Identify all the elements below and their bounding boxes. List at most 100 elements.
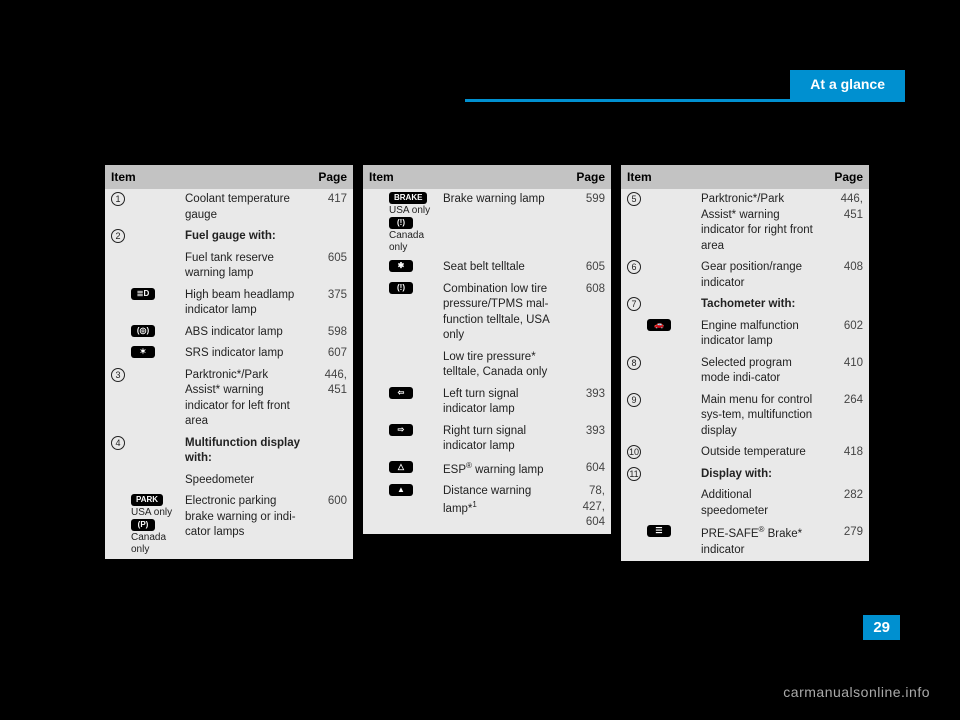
reference-table: ItemPage5Parktronic*/Park Assist* warnin… xyxy=(621,165,869,561)
row-number: 5 xyxy=(621,189,643,257)
row-symbol: ✱ xyxy=(385,257,441,279)
reference-table: ItemPageBRAKEUSA only(!)Canada onlyBrake… xyxy=(363,165,611,534)
row-number xyxy=(105,491,127,559)
row-description: Distance warning lamp*1 xyxy=(441,481,569,534)
table-row: ✱Seat belt telltale605 xyxy=(363,257,611,279)
symbol-icon: BRAKE xyxy=(389,192,427,204)
table-row: 11 Display with: xyxy=(621,464,869,486)
row-symbol xyxy=(643,294,699,316)
symbol-icon: PARK xyxy=(131,494,163,506)
row-page: 417 xyxy=(311,189,353,226)
row-symbol: ⇦ xyxy=(385,384,441,421)
row-number: 9 xyxy=(621,390,643,443)
symbol-icon: (◎) xyxy=(131,325,155,337)
row-number xyxy=(363,458,385,481)
row-page: 264 xyxy=(827,390,869,443)
tab-underline xyxy=(465,99,905,102)
row-symbol xyxy=(127,189,183,226)
table-row: 8 Selected program mode indi-cator410 xyxy=(621,353,869,390)
row-page: 605 xyxy=(569,257,611,279)
row-number xyxy=(363,481,385,534)
row-number xyxy=(363,384,385,421)
row-symbol: 🚗 xyxy=(643,316,699,353)
row-page: 78, 427, 604 xyxy=(569,481,611,534)
row-number xyxy=(105,470,127,492)
row-number xyxy=(105,322,127,344)
row-description: Additional speedometer xyxy=(699,485,827,522)
row-number xyxy=(363,279,385,347)
table-row: 2Fuel gauge with: xyxy=(105,226,353,248)
table-row: (!)Combination low tire pressure/TPMS ma… xyxy=(363,279,611,347)
row-description: Low tire pressure* telltale, Canada only xyxy=(441,347,569,384)
row-number: 7 xyxy=(621,294,643,316)
table-row: Fuel tank reserve warning lamp605 xyxy=(105,248,353,285)
row-symbol xyxy=(643,257,699,294)
row-description: Left turn signal indicator lamp xyxy=(441,384,569,421)
row-symbol xyxy=(127,248,183,285)
row-description: Display with: xyxy=(699,464,827,486)
row-number xyxy=(621,316,643,353)
row-page: 446, 451 xyxy=(827,189,869,257)
table-row: 9 Main menu for control sys-tem, multifun… xyxy=(621,390,869,443)
row-description: High beam headlamp indicator lamp xyxy=(183,285,311,322)
row-number: 8 xyxy=(621,353,643,390)
row-description: Selected program mode indi-cator xyxy=(699,353,827,390)
row-number: 3 xyxy=(105,365,127,433)
table-row: 4Multifunction display with: xyxy=(105,433,353,470)
row-description: ESP® warning lamp xyxy=(441,458,569,481)
table-row: Speedometer xyxy=(105,470,353,492)
symbol-icon: ✶ xyxy=(131,346,155,358)
row-number: 11 xyxy=(621,464,643,486)
row-page: 393 xyxy=(569,421,611,458)
row-page: 599 xyxy=(569,189,611,257)
row-page xyxy=(311,433,353,470)
reference-table: ItemPage1Coolant temperature gauge4172Fu… xyxy=(105,165,353,559)
row-symbol: (◎) xyxy=(127,322,183,344)
symbol-icon: ≣D xyxy=(131,288,155,300)
symbol-icon: ☰ xyxy=(647,525,671,537)
row-number xyxy=(105,285,127,322)
row-description: Outside temperature xyxy=(699,442,827,464)
row-description: Speedometer xyxy=(183,470,311,492)
row-symbol: ⇨ xyxy=(385,421,441,458)
row-page: 410 xyxy=(827,353,869,390)
row-description: PRE-SAFE® Brake* indicator xyxy=(699,522,827,561)
row-number: 10 xyxy=(621,442,643,464)
table-row: PARKUSA only(P)Canada onlyElectronic par… xyxy=(105,491,353,559)
table-row: BRAKEUSA only(!)Canada onlyBrake warning… xyxy=(363,189,611,257)
table-row: 5Parktronic*/Park Assist* warning indica… xyxy=(621,189,869,257)
col-header-page: Page xyxy=(569,165,611,189)
page-number: 29 xyxy=(863,615,900,640)
symbol-icon: (P) xyxy=(131,519,155,531)
row-symbol xyxy=(643,485,699,522)
symbol-icon: ⇨ xyxy=(389,424,413,436)
row-page: 446, 451 xyxy=(311,365,353,433)
col-header-item: Item xyxy=(621,165,827,189)
row-symbol xyxy=(127,433,183,470)
row-description: SRS indicator lamp xyxy=(183,343,311,365)
row-number xyxy=(621,522,643,561)
row-symbol: PARKUSA only(P)Canada only xyxy=(127,491,183,559)
col-header-page: Page xyxy=(311,165,353,189)
row-page: 418 xyxy=(827,442,869,464)
row-number xyxy=(363,347,385,384)
row-symbol xyxy=(643,353,699,390)
row-description: Seat belt telltale xyxy=(441,257,569,279)
row-symbol xyxy=(643,464,699,486)
table-row: 1Coolant temperature gauge417 xyxy=(105,189,353,226)
watermark: carmanualsonline.info xyxy=(783,684,930,700)
row-symbol: ☰ xyxy=(643,522,699,561)
row-page: 408 xyxy=(827,257,869,294)
row-description: Tachometer with: xyxy=(699,294,827,316)
row-description: Main menu for control sys-tem, multifunc… xyxy=(699,390,827,443)
row-description: Right turn signal indicator lamp xyxy=(441,421,569,458)
table-row: ⇦Left turn signal indicator lamp393 xyxy=(363,384,611,421)
symbol-icon: ⇦ xyxy=(389,387,413,399)
table-row: (◎)ABS indicator lamp598 xyxy=(105,322,353,344)
row-symbol xyxy=(127,226,183,248)
row-number: 4 xyxy=(105,433,127,470)
row-number xyxy=(363,189,385,257)
col-header-item: Item xyxy=(105,165,311,189)
row-description: Gear position/range indicator xyxy=(699,257,827,294)
table-row: 10 Outside temperature418 xyxy=(621,442,869,464)
